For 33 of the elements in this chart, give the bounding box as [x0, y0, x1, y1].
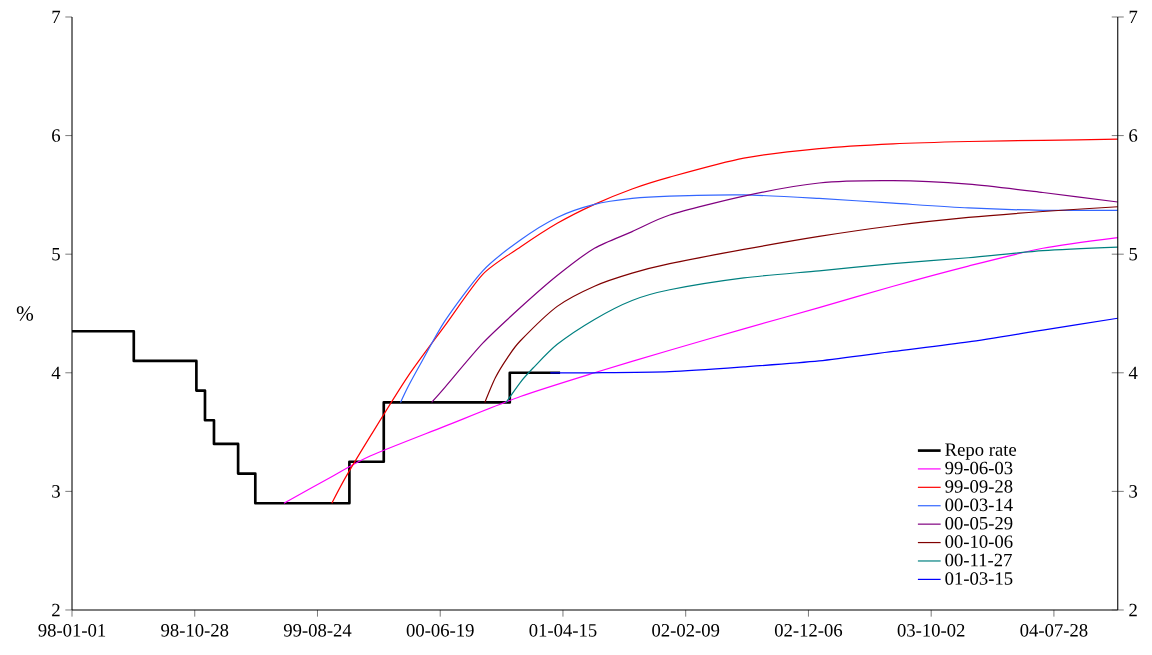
y2-tick-label: 5 [1129, 247, 1138, 261]
y2-tick-label: 7 [1129, 10, 1138, 24]
x-tick-label: 02-12-06 [774, 624, 843, 637]
line-series [549, 317, 1119, 374]
y-tick-label: 3 [52, 485, 60, 498]
line-series [505, 246, 1119, 404]
line-series [484, 206, 1119, 404]
x-tick-label: 98-01-01 [38, 624, 106, 637]
legend-label: Repo rate [945, 443, 1017, 460]
y-axis-title: % [16, 306, 34, 321]
legend-label: 99-09-28 [945, 480, 1013, 493]
y2-tick-label: 4 [1128, 366, 1138, 379]
x-tick-label: 99-08-24 [283, 624, 352, 637]
x-tick-label: 00-06-19 [406, 624, 474, 637]
x-tick-label: 03-10-02 [897, 624, 965, 637]
x-tick-label: 04-07-28 [1020, 624, 1088, 637]
legend-label: 00-11-27 [945, 553, 1012, 567]
y-tick-label: 5 [52, 247, 60, 261]
x-tick-label: 01-04-15 [529, 624, 597, 637]
legend-label: 01-03-15 [945, 572, 1013, 585]
y-tick-label: 4 [51, 366, 61, 379]
legend-label: 00-10-06 [945, 535, 1013, 548]
legend-label: 00-03-14 [945, 498, 1013, 512]
x-tick-label: 98-10-28 [161, 624, 229, 637]
y-tick-label: 7 [52, 10, 61, 24]
y2-tick-label: 2 [1129, 603, 1137, 617]
y-tick-label: 2 [52, 603, 60, 617]
y2-tick-label: 6 [1129, 129, 1138, 142]
legend-label: 99-06-03 [945, 461, 1013, 475]
legend-label: 00-05-29 [945, 516, 1013, 530]
y2-tick-label: 3 [1129, 485, 1138, 498]
x-tick-label: 02-02-09 [652, 624, 720, 637]
y-tick-label: 6 [52, 129, 61, 142]
